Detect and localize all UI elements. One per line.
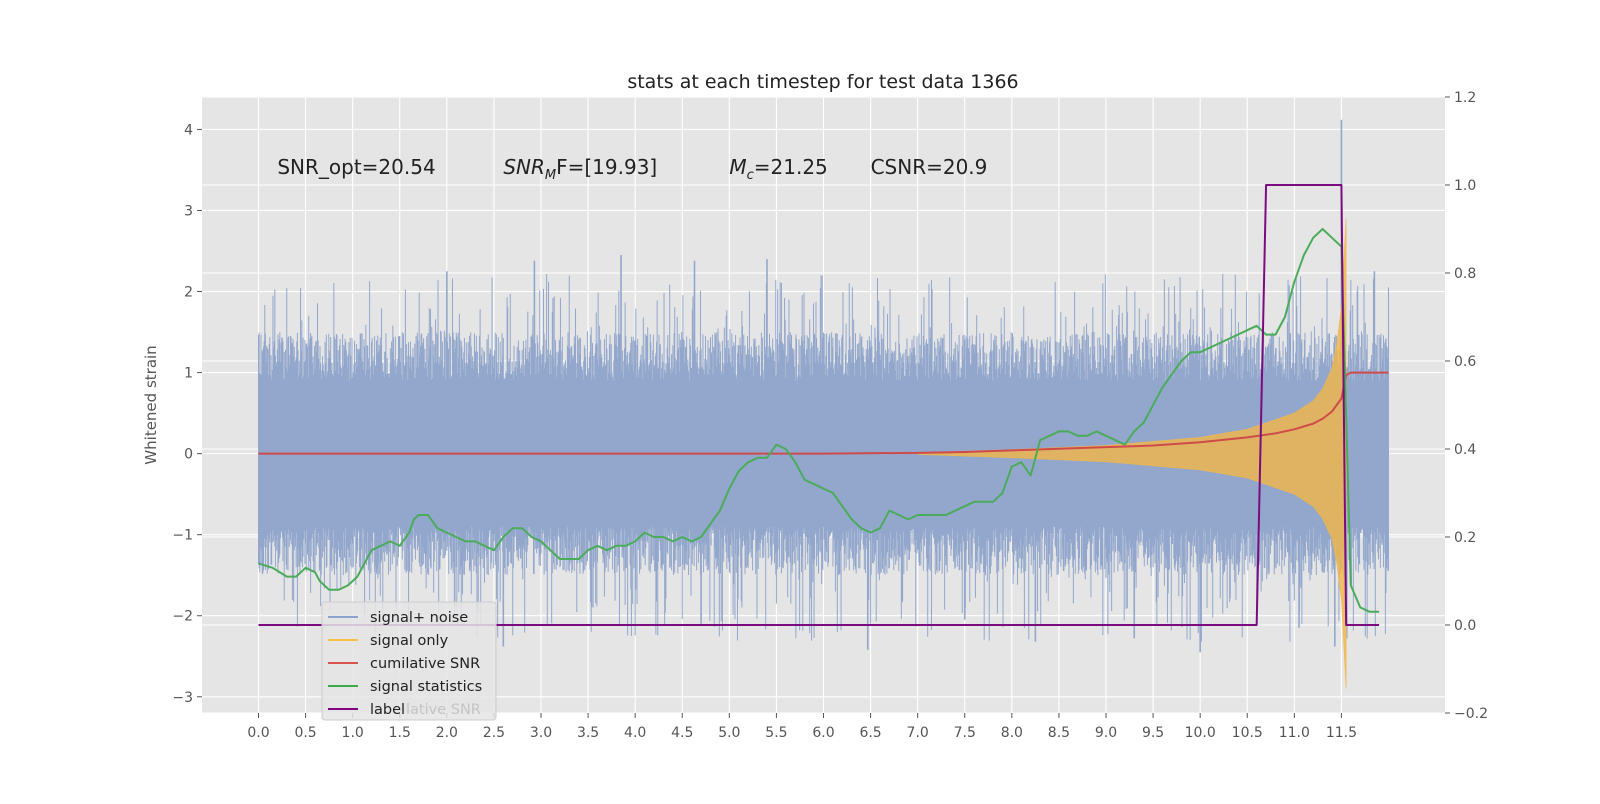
x-tick-label-21: 10.5 — [1232, 725, 1263, 741]
line-series-group — [258, 184, 1389, 626]
y2-tick-label-7: 1.2 — [1454, 90, 1476, 106]
x-tick-label-13: 6.5 — [859, 725, 881, 741]
y-tick-label-7: 4 — [184, 122, 193, 138]
y-axis-label: Whitened strain — [142, 345, 160, 464]
y2-tick-label-0: −0.2 — [1454, 706, 1488, 722]
y-tick-label-3: 0 — [184, 447, 193, 463]
legend-box — [321, 601, 497, 721]
x-tick-label-8: 4.0 — [624, 725, 646, 741]
x-tick-label-0: 0.0 — [247, 725, 269, 741]
x-tick-label-9: 4.5 — [671, 725, 693, 741]
x-tick-label-23: 11.5 — [1326, 725, 1357, 741]
annotation-snr-mf-value: F=[19.93] — [556, 155, 657, 179]
y-tick-label-2: −1 — [172, 528, 193, 544]
x-tick-label-12: 6.0 — [812, 725, 834, 741]
annotations: SNR_opt=20.54 SNRMF=[19.93] Mc=21.25 CSNR=2… — [277, 155, 987, 183]
y-tick-label-5: 2 — [184, 285, 193, 301]
annotation-snr-mf: SNRMF=[19.93] — [503, 155, 657, 183]
y2-tick-label-5: 0.8 — [1454, 266, 1476, 282]
label-line — [258, 184, 1380, 626]
y2-tick-label-3: 0.4 — [1454, 442, 1476, 458]
annotation-mc-subscript: c — [747, 168, 754, 183]
annotation-csnr: CSNR=20.9 — [871, 155, 988, 179]
legend-label-3: signal statistics — [370, 679, 482, 695]
signal-only-fill — [917, 218, 1347, 689]
annotation-snr-mf-subscript: M — [545, 168, 556, 183]
y-tick-label-0: −3 — [172, 690, 193, 706]
legend-label-1: signal only — [370, 633, 449, 649]
y-tick-label-4: 1 — [184, 366, 193, 382]
legend: lative SNR signal+ noise signal only cumila… — [321, 601, 497, 721]
legend-label-2: cumilative SNR — [370, 656, 480, 672]
annotation-mc-value: =21.25 — [754, 155, 828, 179]
signal-only-series — [917, 218, 1347, 689]
legend-label-0: signal+ noise — [370, 610, 468, 626]
x-tick-label-16: 8.0 — [1001, 725, 1023, 741]
annotation-mc: Mc=21.25 — [729, 155, 827, 183]
x-tick-label-5: 2.5 — [483, 725, 505, 741]
x-tick-label-4: 2.0 — [436, 725, 458, 741]
y-tick-label-6: 3 — [184, 203, 193, 219]
legend-ghost-text: lative SNR — [406, 702, 481, 718]
signal-statistics-line — [258, 228, 1380, 613]
chart-title: stats at each timestep for test data 136… — [627, 71, 1018, 93]
y-axis-ticks: −3 −2 −1 0 1 2 3 4 — [172, 122, 202, 706]
y-tick-label-1: −2 — [172, 609, 193, 625]
annotation-mc-symbol: M — [729, 155, 746, 179]
x-tick-label-20: 10.0 — [1185, 725, 1216, 741]
x-axis-ticks: 0.0 0.5 1.0 1.5 2.0 2.5 3.0 3.5 4.0 4.5 5.0 5.5 6.0 6… — [247, 713, 1357, 741]
x-tick-label-10: 5.0 — [718, 725, 740, 741]
x-tick-label-2: 1.0 — [342, 725, 364, 741]
x-tick-label-18: 9.0 — [1095, 725, 1117, 741]
annotation-snr-opt: SNR_opt=20.54 — [277, 155, 435, 179]
y2-tick-label-1: 0.0 — [1454, 618, 1476, 634]
y2-tick-label-2: 0.2 — [1454, 530, 1476, 546]
x-tick-label-22: 11.0 — [1279, 725, 1310, 741]
x-tick-label-14: 7.0 — [907, 725, 929, 741]
annotation-snr-mf-symbol: SNR — [503, 155, 545, 179]
y2-axis-ticks: −0.2 0.0 0.2 0.4 0.6 0.8 1.0 1.2 — [1445, 90, 1488, 722]
legend-label-4: label — [370, 702, 405, 718]
x-tick-label-17: 8.5 — [1048, 725, 1070, 741]
x-tick-label-7: 3.5 — [577, 725, 599, 741]
y2-tick-label-6: 1.0 — [1454, 178, 1476, 194]
y2-tick-label-4: 0.6 — [1454, 354, 1476, 370]
x-tick-label-6: 3.0 — [530, 725, 552, 741]
x-tick-label-15: 7.5 — [954, 725, 976, 741]
x-tick-label-1: 0.5 — [294, 725, 316, 741]
x-tick-label-19: 9.5 — [1142, 725, 1164, 741]
x-tick-label-3: 1.5 — [389, 725, 411, 741]
x-tick-label-11: 5.5 — [765, 725, 787, 741]
cumilative-snr-line — [258, 371, 1389, 455]
